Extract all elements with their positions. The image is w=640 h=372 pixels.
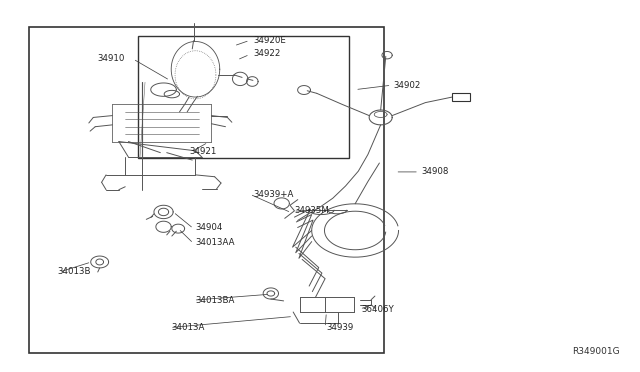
Text: 34013A: 34013A: [172, 323, 205, 332]
Text: 34935M: 34935M: [294, 206, 330, 215]
Text: R349001G: R349001G: [573, 347, 620, 356]
Text: 34902: 34902: [394, 81, 421, 90]
Text: 34013B: 34013B: [57, 267, 90, 276]
Text: 34939+A: 34939+A: [253, 190, 293, 199]
Text: 36406Y: 36406Y: [362, 305, 394, 314]
Bar: [452, 93, 470, 101]
Text: 34908: 34908: [421, 167, 448, 176]
Text: 34013BA: 34013BA: [195, 296, 235, 305]
Text: 34904: 34904: [195, 223, 223, 232]
Text: 34939: 34939: [326, 323, 354, 332]
Text: 34013AA: 34013AA: [195, 238, 235, 247]
Text: 34921: 34921: [189, 147, 216, 156]
Text: 34922: 34922: [253, 49, 280, 58]
Text: 34910: 34910: [98, 54, 125, 62]
Text: 34920E: 34920E: [253, 36, 286, 45]
Bar: [29, 27, 384, 353]
Bar: [138, 36, 349, 158]
